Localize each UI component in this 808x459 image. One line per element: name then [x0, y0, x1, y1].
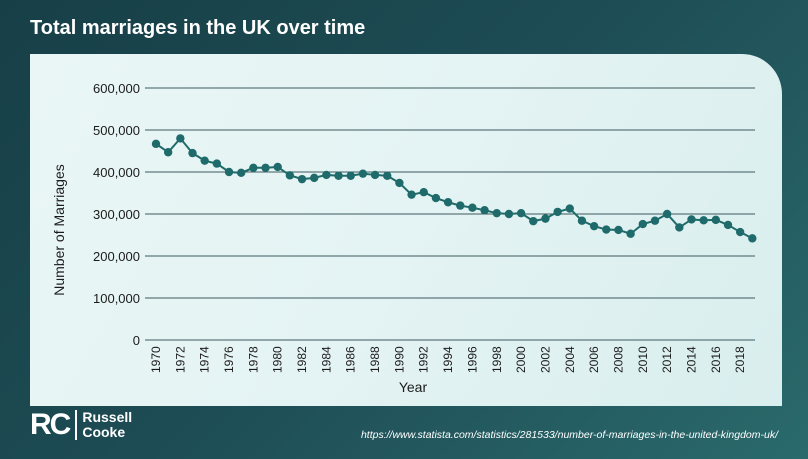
russell-cooke-logo: RC Russell Cooke	[30, 410, 132, 440]
data-point-1997	[480, 206, 489, 215]
x-tick-label: 2016	[709, 346, 723, 373]
data-point-2005	[577, 216, 587, 225]
data-point-2013	[675, 223, 684, 232]
data-point-2015	[699, 216, 708, 225]
data-point-1989	[383, 171, 392, 180]
data-point-1992	[419, 187, 428, 197]
x-tick-label: 1980	[271, 346, 285, 373]
data-point-2019	[748, 234, 757, 243]
data-point-1991	[407, 190, 416, 199]
chart-card	[30, 54, 782, 406]
data-point-1979	[261, 163, 270, 172]
data-point-1995	[456, 201, 465, 210]
data-point-1982	[297, 174, 307, 184]
data-point-2000	[516, 208, 526, 218]
data-point-1994	[443, 198, 453, 207]
x-tick-label: 1970	[149, 346, 163, 373]
x-tick-label: 2006	[587, 346, 601, 373]
data-point-2017	[723, 220, 733, 230]
data-point-2011	[650, 216, 660, 225]
logo-name-line2: Cooke	[82, 424, 126, 440]
y-tick-label: 400,000	[93, 165, 140, 180]
y-tick-label: 600,000	[93, 81, 140, 96]
x-tick-label: 2010	[636, 346, 650, 373]
x-axis-label: Year	[399, 379, 428, 395]
data-point-1996	[468, 203, 477, 212]
data-point-2009	[626, 229, 635, 238]
data-point-2007	[602, 225, 611, 234]
data-point-2004	[565, 204, 574, 213]
x-tick-label: 1988	[368, 346, 382, 373]
x-tick-label: 1984	[319, 346, 333, 373]
data-point-2006	[589, 221, 599, 231]
x-tick-label: 2004	[563, 346, 577, 373]
y-tick-label: 500,000	[93, 123, 140, 138]
data-point-2018	[735, 227, 745, 237]
logo-name-line1: Russell	[82, 409, 133, 425]
data-point-2010	[638, 219, 647, 229]
data-point-1971	[163, 148, 173, 157]
data-point-2008	[614, 225, 623, 235]
x-tick-label: 1974	[198, 346, 212, 373]
logo-mark: RC	[30, 410, 78, 440]
x-tick-label: 2008	[611, 346, 625, 373]
x-tick-label: 2002	[538, 346, 552, 373]
data-point-1977	[236, 168, 246, 178]
data-point-1981	[285, 171, 295, 180]
data-point-2003	[553, 207, 562, 217]
data-point-2016	[711, 215, 721, 225]
data-point-1999	[504, 209, 514, 219]
data-point-1988	[370, 170, 380, 180]
x-tick-label: 1990	[392, 346, 406, 373]
data-point-1978	[249, 163, 258, 172]
data-point-1973	[188, 148, 197, 158]
data-point-2002	[541, 214, 550, 223]
data-point-2001	[529, 216, 538, 226]
data-point-1974	[200, 156, 209, 165]
y-axis-label: Number of Marriages	[51, 164, 67, 296]
x-tick-label: 1982	[295, 346, 309, 373]
source-url[interactable]: https://www.statista.com/statistics/2815…	[360, 429, 778, 441]
data-point-1987	[358, 169, 368, 178]
y-tick-label: 100,000	[93, 291, 140, 306]
data-point-1972	[176, 134, 185, 143]
data-point-1993	[431, 193, 441, 203]
y-tick-label: 300,000	[93, 207, 140, 222]
x-tick-label: 1978	[246, 346, 260, 373]
x-tick-label: 2012	[660, 346, 674, 373]
data-point-1980	[273, 162, 282, 172]
data-point-1986	[346, 171, 355, 180]
x-tick-label: 1992	[417, 346, 431, 373]
x-tick-label: 1972	[173, 346, 187, 373]
x-tick-label: 1998	[490, 346, 504, 373]
data-point-1975	[212, 159, 222, 168]
data-point-1984	[322, 170, 331, 180]
x-tick-label: 1986	[344, 346, 358, 373]
data-point-1970	[151, 139, 161, 149]
data-point-1985	[334, 171, 343, 180]
data-point-1983	[310, 173, 319, 183]
x-tick-label: 1976	[222, 346, 236, 373]
series-line	[155, 136, 753, 240]
data-point-1998	[492, 208, 501, 218]
x-tick-label: 2000	[514, 346, 528, 373]
page-title: Total marriages in the UK over time	[30, 17, 366, 39]
y-tick-label: 200,000	[93, 249, 140, 264]
x-tick-label: 2014	[684, 346, 698, 373]
x-tick-label: 2018	[733, 346, 747, 373]
x-tick-label: 1996	[465, 346, 479, 373]
data-point-2014	[687, 215, 696, 224]
x-tick-label: 1994	[441, 346, 455, 373]
data-point-1976	[224, 167, 234, 177]
y-tick-label: 0	[133, 333, 140, 348]
data-point-1990	[395, 178, 404, 188]
data-point-2012	[662, 209, 672, 219]
